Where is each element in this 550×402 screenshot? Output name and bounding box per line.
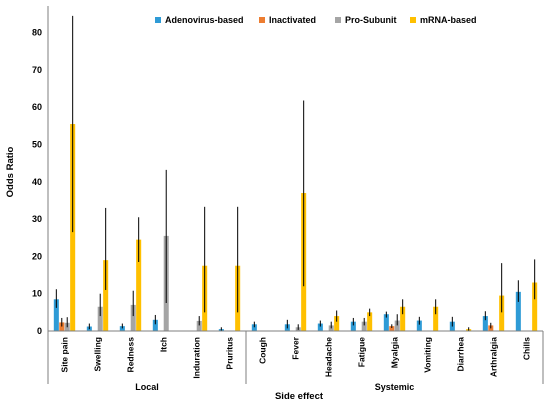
bar-adenovirus-based-redness bbox=[119, 326, 125, 331]
y-tick-label: 50 bbox=[32, 140, 42, 150]
legend-label: Pro-Subunit bbox=[345, 15, 397, 25]
x-tick-label: Induration bbox=[192, 337, 202, 379]
bar-mrna-based-redness bbox=[136, 239, 142, 331]
bar-adenovirus-based-myalgia bbox=[383, 314, 389, 331]
bar-mrna-based-myalgia bbox=[400, 306, 406, 331]
bar-adenovirus-based-site-pain bbox=[53, 299, 59, 331]
x-tick-label: Diarrhea bbox=[456, 337, 466, 372]
bar-pro-subunit-redness bbox=[130, 304, 136, 331]
y-tick-label: 30 bbox=[32, 214, 42, 224]
bar-pro-subunit-swelling bbox=[97, 306, 103, 331]
bar-inactivated-site-pain bbox=[59, 322, 65, 331]
bar-mrna-based-vomiting bbox=[433, 306, 439, 331]
x-tick-label: Pruritus bbox=[225, 337, 235, 370]
bar-adenovirus-based-headache bbox=[317, 323, 323, 331]
x-axis: Site pain Swelling Redness Itch Induration Pr… bbox=[47, 330, 544, 392]
bar-adenovirus-based-itch bbox=[152, 319, 158, 331]
legend-swatch bbox=[335, 17, 341, 23]
bar-inactivated-myalgia bbox=[389, 326, 395, 331]
group-label-local: Local bbox=[135, 382, 159, 392]
legend-label: mRNA-based bbox=[420, 15, 477, 25]
legend-item-inactivated: Inactivated bbox=[259, 15, 316, 25]
legend-label: Inactivated bbox=[269, 15, 316, 25]
x-tick-label: Chills bbox=[522, 337, 532, 360]
x-tick-label: Site pain bbox=[60, 337, 70, 372]
y-tick-label: 70 bbox=[32, 65, 42, 75]
x-tick-label: Cough bbox=[258, 337, 268, 364]
legend: Adenovirus-based Inactivated Pro-Subunit mR… bbox=[155, 15, 477, 25]
bar-mrna-based-fatigue bbox=[367, 312, 373, 331]
bar-pro-subunit-induration bbox=[196, 320, 202, 331]
legend-item-adenovirus-based: Adenovirus-based bbox=[155, 15, 244, 25]
x-tick-label: Headache bbox=[324, 337, 334, 377]
bar-mrna-based-arthralgia bbox=[499, 295, 505, 331]
y-tick-label: 60 bbox=[32, 102, 42, 112]
y-axis-title: Odds Ratio bbox=[5, 146, 16, 197]
legend-item-mrna-based: mRNA-based bbox=[410, 15, 477, 25]
x-tick-label: Itch bbox=[159, 337, 169, 352]
bar-adenovirus-based-chills bbox=[515, 291, 521, 331]
x-axis-title: Side effect bbox=[275, 391, 324, 402]
bar-adenovirus-based-fatigue bbox=[350, 321, 356, 331]
bar-pro-subunit-fatigue bbox=[361, 321, 367, 331]
bar-mrna-based-swelling bbox=[103, 260, 109, 331]
bar-pro-subunit-myalgia bbox=[394, 320, 400, 331]
bar-adenovirus-based-vomiting bbox=[416, 320, 422, 331]
bar-adenovirus-based-cough bbox=[251, 324, 257, 331]
bar-adenovirus-based-arthralgia bbox=[482, 316, 488, 331]
legend-swatch bbox=[155, 17, 161, 23]
x-tick-label: Arthralgia bbox=[489, 337, 499, 377]
y-tick-label: 0 bbox=[37, 326, 42, 336]
group-label-systemic: Systemic bbox=[375, 382, 415, 392]
y-tick-label: 40 bbox=[32, 177, 42, 187]
bars bbox=[53, 15, 538, 332]
y-tick-label: 20 bbox=[32, 251, 42, 261]
y-axis: 0 10 20 30 40 50 60 70 80 bbox=[32, 6, 49, 336]
x-tick-label: Myalgia bbox=[390, 337, 400, 368]
legend-swatch bbox=[410, 17, 416, 23]
legend-item-pro-subunit: Pro-Subunit bbox=[335, 15, 397, 25]
y-tick-label: 80 bbox=[32, 28, 42, 38]
bar-mrna-based-chills bbox=[532, 282, 538, 331]
x-tick-label: Fever bbox=[291, 336, 301, 359]
x-tick-label: Vomiting bbox=[423, 337, 433, 373]
x-tick-label: Fatigue bbox=[357, 337, 367, 367]
x-tick-label: Redness bbox=[126, 337, 136, 373]
x-tick-label: Swelling bbox=[93, 337, 103, 371]
legend-swatch bbox=[259, 17, 265, 23]
bar-mrna-based-headache bbox=[334, 316, 340, 331]
legend-label: Adenovirus-based bbox=[165, 15, 244, 25]
y-tick-label: 10 bbox=[32, 289, 42, 299]
